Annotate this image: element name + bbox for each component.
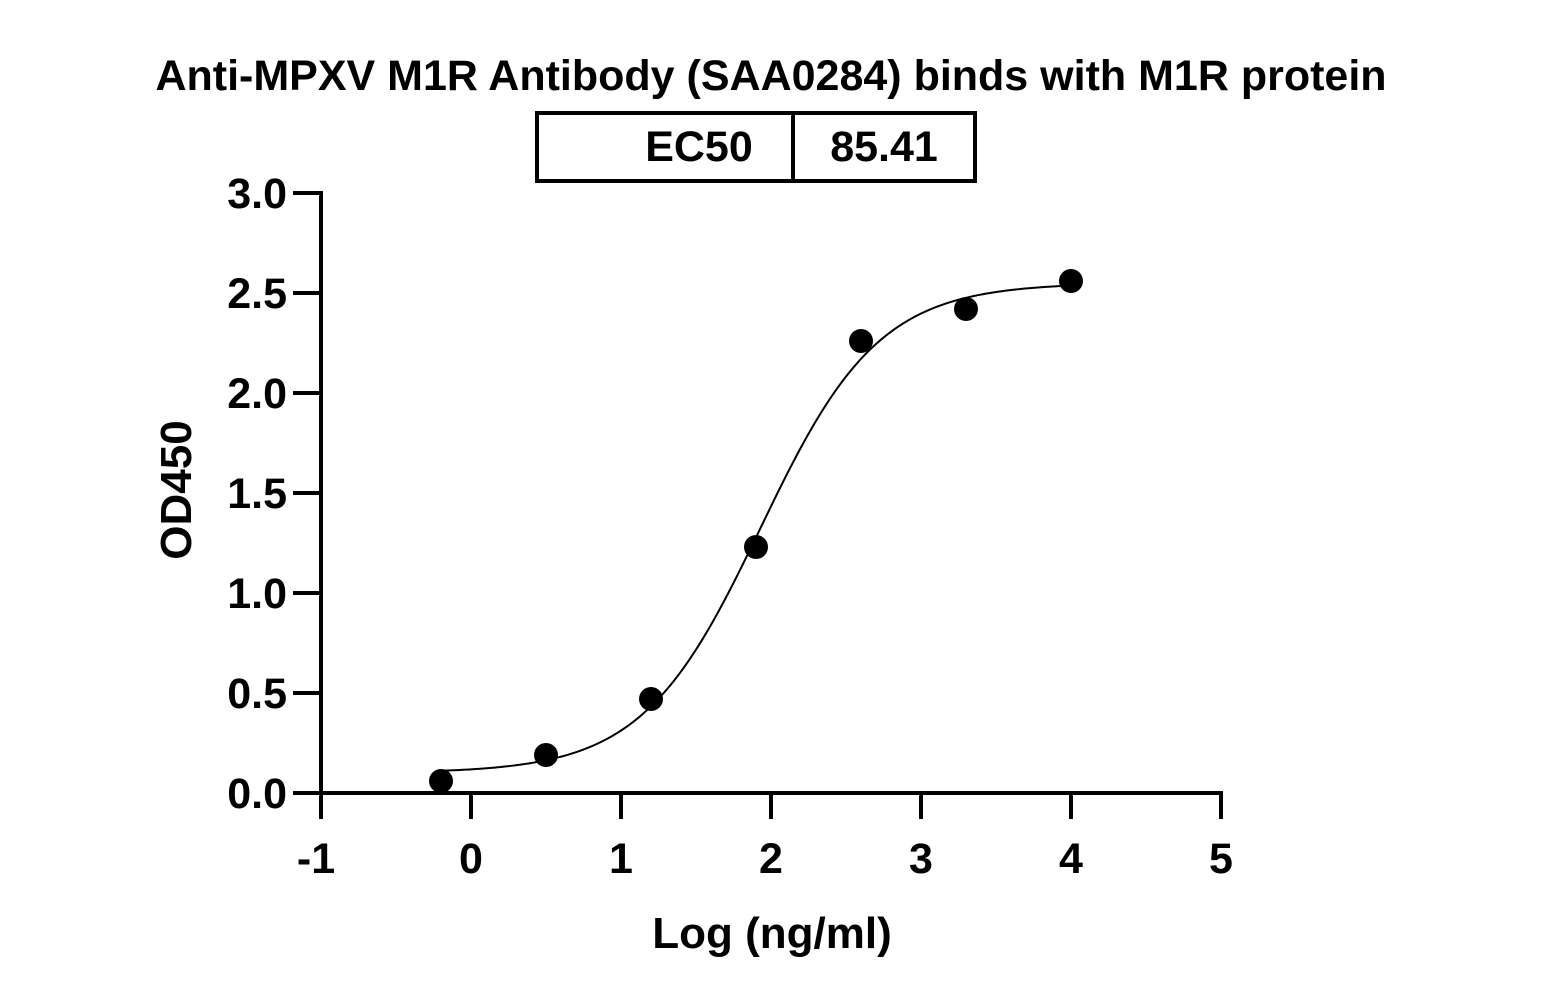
y-tick-label: 2.5: [227, 270, 287, 318]
x-tick-label: 0: [459, 835, 483, 883]
ec50-label: EC50: [645, 123, 753, 171]
y-tick-label: 1.5: [227, 470, 287, 518]
x-tick-label: 3: [909, 835, 933, 883]
x-axis-label: Log (ng/ml): [652, 909, 892, 958]
ec50-table-border: [535, 111, 977, 183]
data-point: [429, 769, 453, 793]
ec50-table: EC50 85.41: [535, 111, 977, 183]
fit-curve: [440, 284, 1072, 772]
x-tick-label: -1: [297, 835, 335, 883]
y-tick-label: 2.0: [227, 370, 287, 418]
y-axis-label: OD450: [152, 420, 201, 559]
chart-title: Anti-MPXV M1R Antibody (SAA0284) binds w…: [155, 52, 1386, 100]
y-tick-label: 1.0: [227, 570, 287, 618]
data-point: [639, 687, 663, 711]
x-tick-label: 2: [759, 835, 783, 883]
data-point: [744, 535, 768, 559]
x-tick-label: 4: [1059, 835, 1083, 883]
ec50-value: 85.41: [830, 123, 938, 171]
y-tick-label: 0.5: [227, 670, 287, 718]
x-tick-label: 5: [1209, 835, 1233, 883]
data-point: [534, 743, 558, 767]
data-point: [954, 297, 978, 321]
data-point: [1059, 269, 1083, 293]
x-tick-label: 1: [609, 835, 633, 883]
plot-area: 0.0 0.5 1.0 1.5 2.0 2.5 3.0 -1 0 1 2 3 4 5: [227, 170, 1233, 883]
y-tick-label: 0.0: [227, 770, 287, 818]
data-point: [849, 329, 873, 353]
y-tick-label: 3.0: [227, 170, 287, 218]
